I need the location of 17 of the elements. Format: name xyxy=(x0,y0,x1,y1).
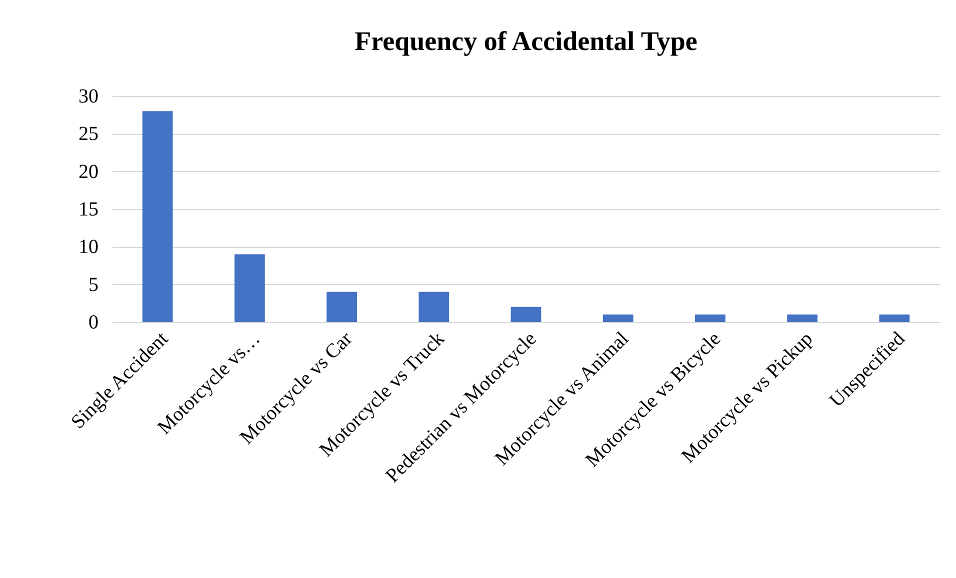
bar xyxy=(234,254,265,322)
bar xyxy=(695,314,726,322)
bar xyxy=(602,314,634,322)
bar xyxy=(510,306,542,322)
y-tick-label: 0 xyxy=(88,312,98,334)
chart-title: Frequency of Accidental Type xyxy=(354,26,698,56)
y-tick-label: 30 xyxy=(78,86,98,108)
y-tick-label: 15 xyxy=(78,198,98,220)
bar xyxy=(418,292,450,322)
y-tick-label: 20 xyxy=(78,160,98,183)
y-tick-label: 25 xyxy=(78,123,98,146)
bar xyxy=(142,111,173,322)
y-tick-label: 5 xyxy=(88,274,98,296)
bar xyxy=(787,314,818,322)
bar xyxy=(326,292,357,322)
y-tick-label: 10 xyxy=(78,236,98,258)
bar xyxy=(879,314,910,322)
